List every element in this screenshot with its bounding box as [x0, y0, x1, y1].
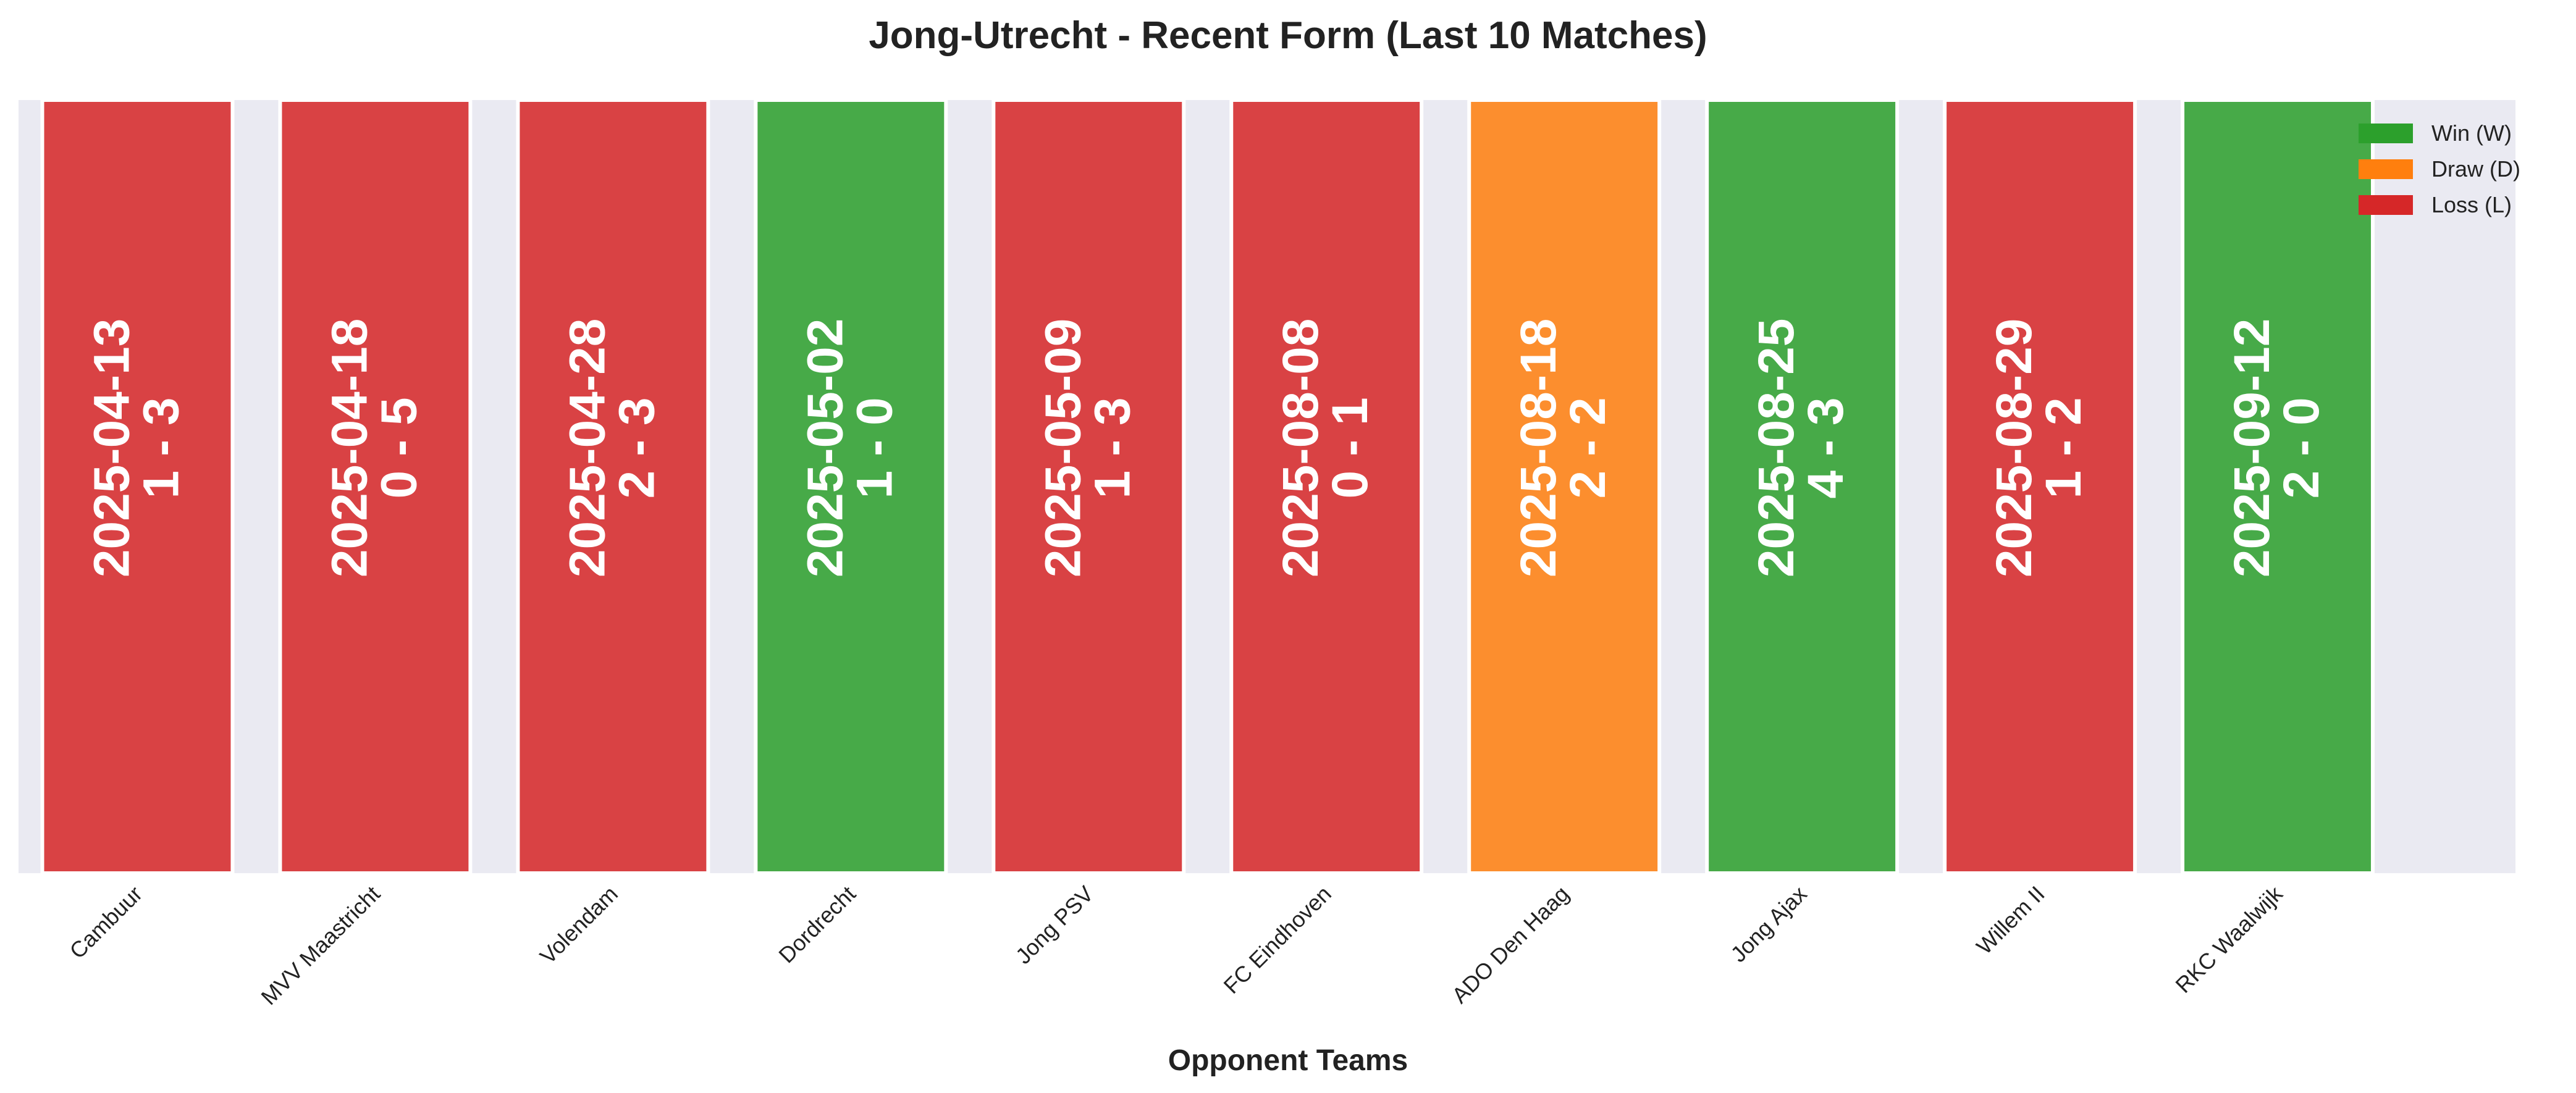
legend-swatch: [2359, 195, 2413, 215]
bar-date-label: 2025-04-18: [321, 319, 377, 577]
bar-label: 2025-08-291 - 2: [1986, 319, 2092, 577]
bar: [1705, 98, 1900, 875]
bar-date-label: 2025-08-08: [1273, 319, 1329, 577]
bar: [1467, 98, 1662, 875]
bar-score-label: 1 - 3: [133, 397, 189, 498]
bar-score-label: 1 - 2: [2035, 397, 2092, 498]
bar-label: 2025-09-122 - 0: [2224, 319, 2330, 577]
bar-label: 2025-04-180 - 5: [321, 319, 427, 577]
bar-date-label: 2025-08-18: [1510, 319, 1567, 577]
bar-score-label: 2 - 3: [608, 397, 665, 498]
bar-date-label: 2025-08-29: [1986, 319, 2042, 577]
bar-label: 2025-05-091 - 3: [1035, 319, 1140, 577]
bar: [40, 98, 235, 875]
bar-label: 2025-04-282 - 3: [559, 319, 665, 577]
legend-label: Loss (L): [2431, 192, 2512, 217]
bar-score-label: 0 - 5: [371, 397, 427, 498]
bar-label: 2025-08-254 - 3: [1748, 319, 1854, 577]
bar-score-label: 2 - 2: [1560, 397, 1616, 498]
bar-label: 2025-08-080 - 1: [1273, 319, 1378, 577]
bar-date-label: 2025-09-12: [2224, 319, 2280, 577]
bar: [991, 98, 1186, 875]
bar-score-label: 0 - 1: [1322, 397, 1378, 498]
bar-label: 2025-08-182 - 2: [1510, 319, 1616, 577]
x-tick-labels: Cambuur MVV Maastricht Volendam Dordrecht Jo…: [64, 881, 2288, 1010]
bar-date-label: 2025-04-13: [83, 319, 140, 577]
bar-date-label: 2025-05-02: [797, 319, 853, 577]
bar: [2181, 98, 2375, 875]
bar-date-label: 2025-05-09: [1035, 319, 1091, 577]
bar-label: 2025-04-131 - 3: [83, 319, 189, 577]
chart-title: Jong-Utrecht - Recent Form (Last 10 Matc…: [869, 14, 1707, 57]
bar: [516, 98, 710, 875]
bar: [754, 98, 948, 875]
x-tick-label: Willem II: [1971, 881, 2050, 960]
bar-score-label: 1 - 3: [1084, 397, 1140, 498]
legend-label: Draw (D): [2431, 156, 2520, 182]
x-tick-label: Cambuur: [64, 881, 147, 964]
x-tick-label: Volendam: [535, 881, 623, 969]
x-tick-label: MVV Maastricht: [256, 881, 385, 1010]
bar-date-label: 2025-04-28: [559, 319, 615, 577]
x-tick-label: Jong Ajax: [1725, 881, 1811, 967]
bar: [278, 98, 473, 875]
x-tick-label: FC Eindhoven: [1219, 881, 1336, 999]
bar-label: 2025-05-021 - 0: [797, 319, 903, 577]
x-tick-label: Dordrecht: [773, 881, 861, 968]
bar-date-label: 2025-08-25: [1748, 319, 1804, 577]
legend: Win (W) Draw (D) Loss (L): [2359, 120, 2520, 217]
bar-score-label: 1 - 0: [846, 397, 903, 498]
bar-score-label: 4 - 3: [1798, 397, 1854, 498]
bars-group: 2025-04-131 - 3 2025-04-180 - 5 2025-04-28…: [40, 98, 2375, 875]
bar: [1229, 98, 1424, 875]
legend-label: Win (W): [2431, 120, 2512, 146]
x-tick-label: ADO Den Haag: [1447, 881, 1574, 1008]
bar-score-label: 2 - 0: [2273, 397, 2330, 498]
x-axis-label: Opponent Teams: [1168, 1044, 1408, 1077]
x-tick-label: Jong PSV: [1011, 881, 1098, 969]
bar: [1943, 98, 2137, 875]
x-tick-label: RKC Waalwijk: [2170, 881, 2288, 998]
legend-swatch: [2359, 124, 2413, 143]
legend-swatch: [2359, 159, 2413, 179]
